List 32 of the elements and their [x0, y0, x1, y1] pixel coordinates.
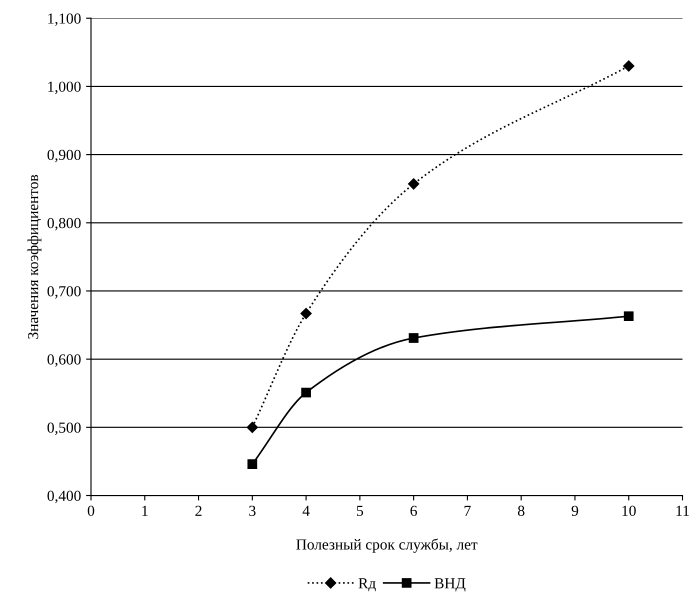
y-tick-label: 1,000 [48, 82, 81, 94]
y-tick-label: 0,500 [47, 422, 81, 435]
x-tick-label: 2 [195, 506, 202, 516]
x-tick-label: 11 [676, 506, 689, 516]
legend-label: Rд [358, 578, 376, 592]
point [623, 60, 634, 72]
x-tick-label: 4 [302, 506, 310, 516]
point [247, 459, 258, 470]
x-tick-label: 9 [572, 506, 578, 516]
point [408, 178, 420, 190]
point [246, 422, 258, 433]
x-tick-label: 8 [518, 506, 524, 516]
legend-label: ВНД [434, 578, 466, 592]
x-tick-label: 3 [249, 506, 256, 516]
point [624, 311, 634, 322]
y-tick-label: 0,400 [47, 490, 81, 504]
x-tick-label: 10 [622, 506, 636, 516]
y-tick-label: 0,600 [47, 354, 81, 367]
x-axis-title: Полезный срок службы, лет [296, 538, 478, 553]
point [301, 388, 311, 398]
y-tick-label: 1,100 [48, 13, 81, 26]
x-tick-label: 5 [356, 506, 364, 516]
y-tick-label: 0,800 [47, 218, 81, 230]
y-tick-label: 0,900 [47, 150, 81, 162]
point [408, 333, 418, 343]
x-tick-label: 7 [464, 506, 471, 516]
x-tick-label: 1 [142, 506, 148, 516]
y-axis-title: Значения коэффициентов [27, 174, 42, 339]
point [300, 308, 312, 320]
x-tick-label: 6 [410, 506, 417, 516]
x-tick-label: 0 [88, 506, 94, 516]
y-tick-label: 0,700 [47, 286, 81, 299]
